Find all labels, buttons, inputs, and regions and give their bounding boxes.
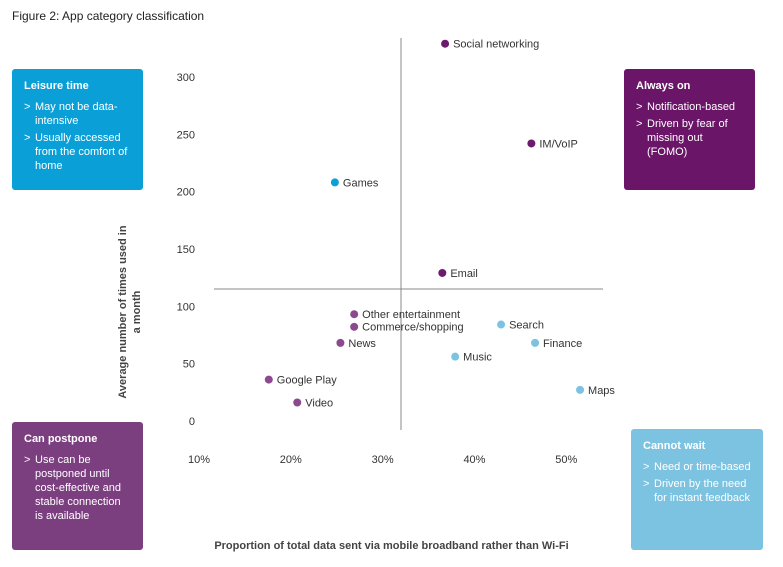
- point-label: Search: [509, 319, 544, 331]
- point: [576, 385, 585, 394]
- category-bullet: Driven by fear of missing out (FOMO): [636, 117, 743, 159]
- point-label: Commerce/shopping: [362, 322, 464, 334]
- point: [264, 375, 273, 384]
- y-tick-label: 0: [189, 416, 195, 428]
- x-tick-label: 20%: [280, 454, 302, 466]
- category-box: Leisure time May not be data-intensive Usu…: [12, 69, 143, 190]
- category-box: Cannot wait Need or time-based Driven by t…: [631, 429, 763, 550]
- category-bullet: Usually accessed from the comfort of hom…: [24, 131, 131, 173]
- x-tick-label: 50%: [555, 454, 577, 466]
- x-tick-label: 10%: [188, 454, 210, 466]
- category-bullet: Use can be postponed until cost-effectiv…: [24, 453, 131, 523]
- point-label: Finance: [543, 338, 582, 350]
- category-title: Leisure time: [24, 80, 89, 92]
- category-title: Cannot wait: [643, 440, 706, 452]
- category-bullet: Driven by the need for instant feedback: [643, 477, 751, 505]
- x-tick-label: 30%: [372, 454, 394, 466]
- y-tick-label: 50: [183, 359, 195, 371]
- point: [336, 338, 345, 347]
- category-box: Can postpone Use can be postponed until c…: [12, 422, 143, 550]
- point-label: Social networking: [453, 39, 539, 51]
- point: [330, 178, 339, 187]
- point-label: Other entertainment: [362, 309, 460, 321]
- point: [531, 338, 540, 347]
- y-tick-label: 200: [177, 187, 195, 199]
- point: [350, 322, 359, 331]
- point: [350, 310, 359, 319]
- category-box: Always on Notification-based Driven by fea…: [624, 69, 755, 190]
- category-title: Can postpone: [24, 433, 98, 445]
- x-tick-label: 40%: [463, 454, 485, 466]
- category-title: Always on: [636, 80, 691, 92]
- point-label: Video: [305, 397, 333, 409]
- point-label: Music: [463, 352, 492, 364]
- category-bullet: Notification-based: [636, 100, 743, 114]
- point: [497, 320, 506, 329]
- point-label: Games: [343, 177, 379, 189]
- category-bullet: Need or time-based: [643, 460, 751, 474]
- y-tick-label: 250: [177, 129, 195, 141]
- category-bullet: May not be data-intensive: [24, 100, 131, 128]
- point: [527, 139, 536, 148]
- point-label: Maps: [588, 385, 615, 397]
- point: [438, 268, 447, 277]
- point: [441, 39, 450, 48]
- point: [451, 352, 460, 361]
- point: [293, 398, 302, 407]
- y-tick-label: 150: [177, 244, 195, 256]
- y-tick-label: 100: [177, 301, 195, 313]
- chart-title: Figure 2: App category classification: [12, 9, 205, 23]
- point-label: Email: [450, 268, 478, 280]
- y-axis-label: Average number of times used in a month: [117, 225, 143, 399]
- point-label: News: [348, 338, 376, 350]
- x-axis-label: Proportion of total data sent via mobile…: [214, 540, 569, 552]
- y-tick-label: 300: [177, 72, 195, 84]
- point-label: IM/VoIP: [539, 138, 578, 150]
- point-label: Google Play: [277, 374, 337, 386]
